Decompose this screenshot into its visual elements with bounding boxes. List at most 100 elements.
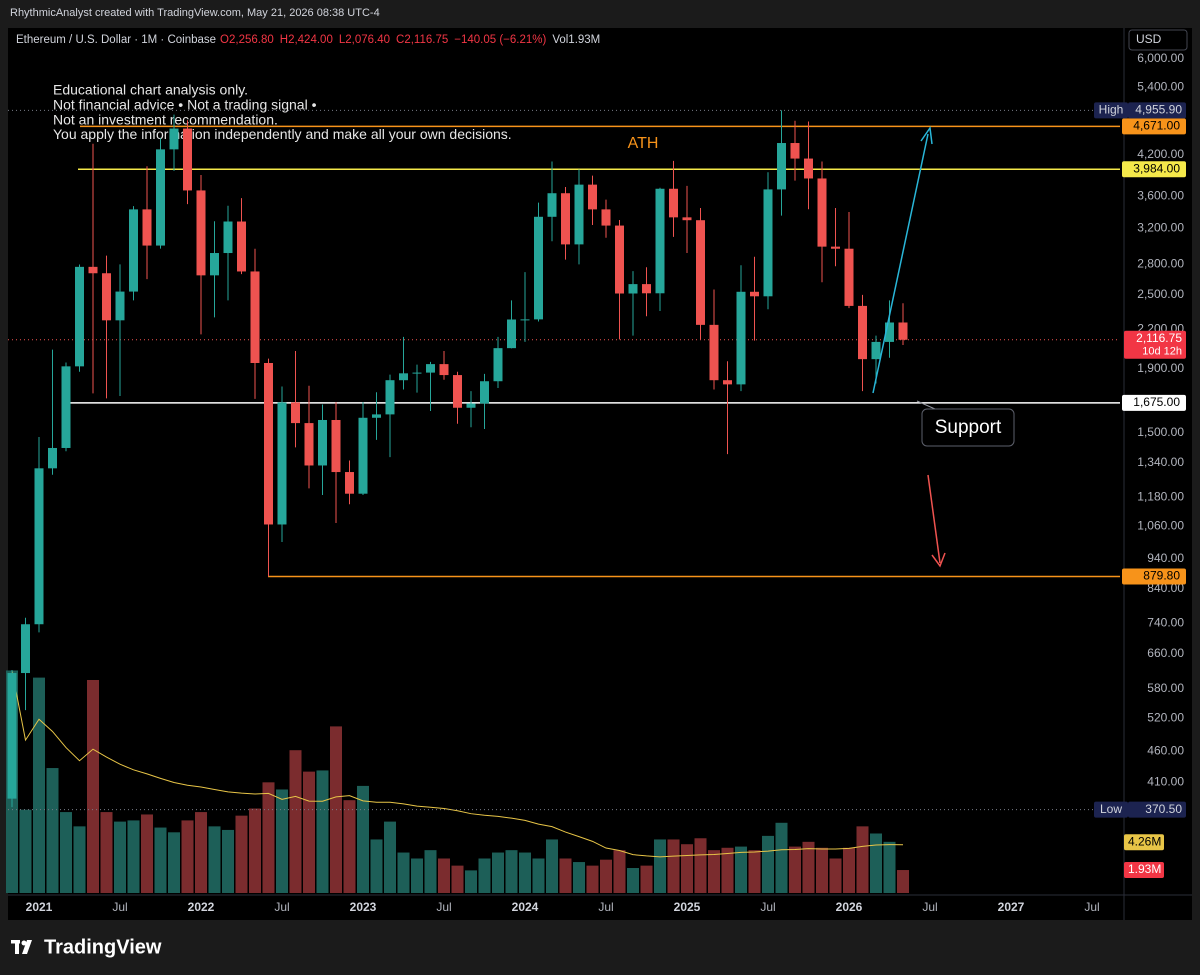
- y-tick-label: 2,500.00: [1137, 287, 1184, 301]
- volume-bar: [762, 835, 774, 893]
- volume-ma-box: [1124, 834, 1164, 851]
- volume-bar: [640, 865, 653, 893]
- x-tick-label: 2025: [674, 900, 701, 914]
- volume-bar: [465, 870, 477, 893]
- candle-body: [196, 190, 206, 276]
- candle-body: [250, 271, 260, 363]
- candle-body: [412, 372, 422, 374]
- price-line-label: 1,675.00: [1133, 395, 1180, 409]
- down-arrowhead: [931, 552, 946, 568]
- volume-bar: [492, 852, 504, 893]
- candle-body: [669, 188, 678, 218]
- volume-bar: [235, 815, 248, 893]
- candle-body: [277, 402, 287, 525]
- candle-body: [156, 149, 165, 246]
- candle-body: [102, 273, 111, 321]
- candle-body: [493, 348, 503, 382]
- volume-bar: [87, 679, 99, 893]
- candle-body: [75, 266, 84, 367]
- candle-body: [561, 193, 570, 245]
- y-tick-label: 5,400.00: [1137, 79, 1184, 93]
- candle-body: [763, 189, 773, 297]
- logo-part: [21, 940, 27, 946]
- last-price-box: [1124, 330, 1186, 359]
- volume-bar: [411, 858, 423, 893]
- volume-bar: [505, 850, 518, 893]
- candle-body: [750, 291, 759, 297]
- candle-body: [399, 373, 408, 381]
- legend-field: C2,116.75: [396, 34, 448, 46]
- candle-body: [709, 324, 719, 381]
- volume-bar: [262, 782, 275, 893]
- candle-body: [129, 209, 138, 292]
- candle-body: [264, 362, 273, 525]
- x-tick-label: 2022: [188, 900, 215, 914]
- candle-body: [480, 381, 489, 404]
- volume-bar: [46, 768, 59, 893]
- brand: TradingView: [44, 936, 162, 958]
- volume-bar: [546, 839, 558, 893]
- volume-bar: [519, 852, 531, 893]
- x-tick-label: 2023: [350, 900, 377, 914]
- x-tick-label: Jul: [436, 900, 451, 914]
- y-tick-label: 2,800.00: [1137, 257, 1184, 271]
- y-tick-label: 940.00: [1147, 551, 1184, 565]
- x-tick-label: 2026: [836, 900, 863, 914]
- candle-body: [804, 158, 813, 179]
- candle-body: [736, 291, 746, 385]
- notes: Educational chart analysis only.Not fina…: [53, 82, 512, 142]
- x-tick-label: 2027: [998, 900, 1025, 914]
- plot-background: [8, 28, 1192, 920]
- last-price-label: 2,116.75: [1136, 331, 1182, 345]
- volume-bar: [289, 750, 302, 893]
- volume-bar: [627, 868, 639, 893]
- candle-body: [858, 305, 867, 360]
- legend-field: Vol1.93M: [552, 34, 600, 46]
- volume-bar: [897, 870, 909, 893]
- candle-body: [7, 673, 17, 799]
- attribution: RhythmicAnalyst created with TradingView…: [10, 7, 380, 19]
- volume-bar: [667, 839, 680, 893]
- candle-body: [169, 128, 179, 150]
- candle-body: [237, 221, 246, 272]
- volume-bar: [829, 858, 842, 893]
- candle-body: [534, 216, 543, 320]
- volume-bar: [208, 826, 221, 893]
- volume-bar: [586, 865, 599, 893]
- candle-body: [655, 188, 665, 294]
- up-arrow: [872, 133, 929, 394]
- volume-bar: [775, 822, 788, 893]
- y-tick-label: 3,600.00: [1137, 189, 1184, 203]
- candle-body: [547, 193, 557, 217]
- volume-bar: [573, 862, 585, 893]
- volume-bar: [613, 850, 626, 893]
- volume-bar: [181, 820, 194, 893]
- candle-body: [898, 322, 908, 340]
- up-arrowhead: [920, 125, 933, 145]
- y-tick-label: 1,900.00: [1137, 361, 1184, 375]
- volume-bar: [438, 858, 450, 893]
- candle-body: [574, 184, 584, 245]
- price-line-label: 4,671.00: [1133, 119, 1180, 133]
- y-tick-label: 3,200.00: [1137, 221, 1184, 235]
- volume-bar: [60, 812, 72, 893]
- candle-body: [88, 266, 98, 274]
- volume-bar: [856, 826, 869, 893]
- volume-ma-label: 4.26M: [1128, 834, 1161, 848]
- volume-bar: [478, 858, 491, 893]
- candle-body: [304, 423, 314, 466]
- volume-bar: [748, 850, 761, 893]
- volume-bar: [843, 847, 855, 893]
- candle-body: [817, 178, 827, 247]
- volume-bar: [397, 852, 410, 893]
- note-line: You apply the information independently …: [53, 126, 512, 142]
- price-line-label: 879.80: [1143, 569, 1180, 583]
- candle-body: [831, 246, 840, 249]
- legend-field: −140.05 (−6.21%): [454, 34, 546, 46]
- y-tick-label: 520.00: [1147, 710, 1184, 724]
- high-value: 4,955.90: [1135, 103, 1182, 117]
- volume-bar: [708, 850, 720, 893]
- candle-body: [682, 217, 692, 221]
- candle-body: [844, 248, 854, 306]
